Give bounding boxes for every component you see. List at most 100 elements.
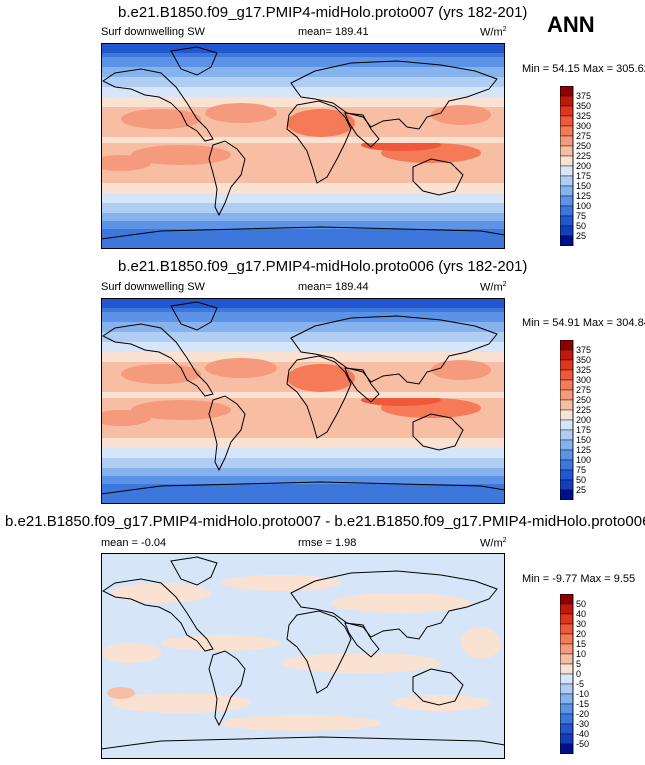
panel-3-field-blob — [101, 643, 161, 663]
colorbar-tick-label: 350 — [576, 355, 591, 365]
colorbar-tick-label: 175 — [576, 171, 591, 181]
panel-1-field-band — [101, 213, 505, 223]
colorbar-tick-label: -50 — [576, 739, 589, 749]
panel-3-title: b.e21.B1850.f09_g17.PMIP4-midHolo.proto0… — [5, 513, 645, 530]
panel-1-map-frame — [101, 43, 505, 249]
colorbar-box — [560, 399, 574, 411]
panel-2-title: b.e21.B1850.f09_g17.PMIP4-midHolo.proto0… — [118, 258, 528, 275]
colorbar-box — [560, 623, 574, 635]
panel-1-field-blob — [205, 103, 277, 123]
panel-3-field-blob — [221, 575, 341, 591]
colorbar-tick-label: 75 — [576, 465, 586, 475]
colorbar-tick-label: 25 — [576, 231, 586, 241]
colorbar-box — [560, 215, 574, 227]
panel-2-map-frame — [101, 298, 505, 504]
colorbar-box — [560, 175, 574, 187]
colorbar-tick-label: 15 — [576, 639, 586, 649]
panel-3-coastline — [344, 622, 380, 658]
colorbar-tick-label: 375 — [576, 91, 591, 101]
panel-3-field-blob — [111, 583, 211, 603]
colorbar-box — [560, 489, 574, 500]
panel-2-colorbar: 3753503253002752502252001751501251007550… — [560, 340, 591, 500]
panel-3-coastline — [208, 650, 246, 727]
panel-1-field-blob — [431, 105, 491, 125]
panel-2-minmax: Min = 54.91 Max = 304.84 — [522, 317, 645, 329]
colorbar-box — [560, 713, 574, 725]
panel-1-coastline — [286, 100, 352, 184]
panel-2-field-band — [101, 458, 505, 470]
colorbar-tick-label: -5 — [576, 679, 584, 689]
colorbar-box — [560, 195, 574, 207]
panel-1-coastline — [344, 112, 380, 148]
colorbar-tick-label: 25 — [576, 485, 586, 495]
panel-3-coastline — [102, 578, 214, 652]
panel-2-mean-label: mean= 189.44 — [298, 281, 369, 293]
panel-1-coastline — [412, 158, 464, 196]
colorbar-tick-label: 300 — [576, 121, 591, 131]
colorbar-tick-label: -30 — [576, 719, 589, 729]
colorbar-tick-label: 50 — [576, 221, 586, 231]
colorbar-box — [560, 409, 574, 421]
colorbar-box — [560, 594, 574, 605]
colorbar-box — [560, 225, 574, 237]
colorbar-box — [560, 235, 574, 246]
colorbar-box — [560, 205, 574, 217]
panel-3-rmse-label: rmse = 1.98 — [298, 537, 357, 549]
panel-2-coastline — [412, 413, 464, 451]
colorbar-box — [560, 733, 574, 745]
colorbar-box — [560, 389, 574, 401]
panel-2-map — [101, 298, 505, 504]
colorbar-box — [560, 479, 574, 491]
colorbar-box — [560, 125, 574, 137]
colorbar-tick-label: 225 — [576, 405, 591, 415]
panel-2-field-blob — [101, 410, 151, 426]
panel-1-title: b.e21.B1850.f09_g17.PMIP4-midHolo.proto0… — [118, 4, 528, 21]
colorbar-frame — [560, 594, 574, 754]
panel-2-coastline — [290, 315, 498, 385]
colorbar-tick-label: 375 — [576, 345, 591, 355]
colorbar-tick-label: 125 — [576, 445, 591, 455]
panel-2-variable-label: Surf downwelling SW — [101, 281, 205, 293]
colorbar-tick-label: 200 — [576, 415, 591, 425]
colorbar-tick-label: 100 — [576, 455, 591, 465]
colorbar-tick-label: 250 — [576, 141, 591, 151]
colorbar-box — [560, 369, 574, 381]
colorbar-box — [560, 643, 574, 655]
colorbar-tick-label: 10 — [576, 649, 586, 659]
panel-3-coastline — [412, 668, 464, 706]
panel-2-coastline — [102, 323, 214, 397]
colorbar-tick-label: 150 — [576, 181, 591, 191]
panel-2-units: W/m2 — [480, 281, 507, 294]
colorbar-box — [560, 743, 574, 754]
panel-1-coastline — [170, 46, 218, 76]
colorbar-box — [560, 155, 574, 167]
panel-1-colorbar: 3753503253002752502252001751501251007550… — [560, 86, 591, 246]
colorbar-tick-label: 325 — [576, 111, 591, 121]
panel-1-field-blob — [131, 145, 231, 165]
colorbar-tick-label: 40 — [576, 609, 586, 619]
colorbar-tick-label: 250 — [576, 395, 591, 405]
panel-1-field-band — [101, 229, 505, 249]
panel-3-coastline — [170, 556, 218, 586]
panel-3-minmax: Min = -9.77 Max = 9.55 — [522, 573, 636, 585]
colorbar-box — [560, 663, 574, 675]
panel-1-variable-label: Surf downwelling SW — [101, 26, 205, 38]
colorbar-tick-label: 0 — [576, 669, 581, 679]
colorbar-box — [560, 419, 574, 431]
colorbar-box — [560, 115, 574, 127]
panel-3-coastline — [286, 610, 352, 694]
panel-2-coastline — [101, 481, 505, 504]
colorbar-box — [560, 105, 574, 117]
colorbar-box — [560, 379, 574, 391]
colorbar-tick-label: -20 — [576, 709, 589, 719]
colorbar-frame — [560, 86, 574, 246]
panel-3-field-blob — [221, 715, 381, 731]
colorbar-box — [560, 359, 574, 371]
colorbar-box — [560, 449, 574, 461]
colorbar-box — [560, 633, 574, 645]
panel-3-field-blob — [391, 695, 491, 711]
colorbar-tick-label: 150 — [576, 435, 591, 445]
panel-3-map — [101, 553, 505, 759]
colorbar-box — [560, 86, 574, 97]
colorbar-tick-label: 30 — [576, 619, 586, 629]
